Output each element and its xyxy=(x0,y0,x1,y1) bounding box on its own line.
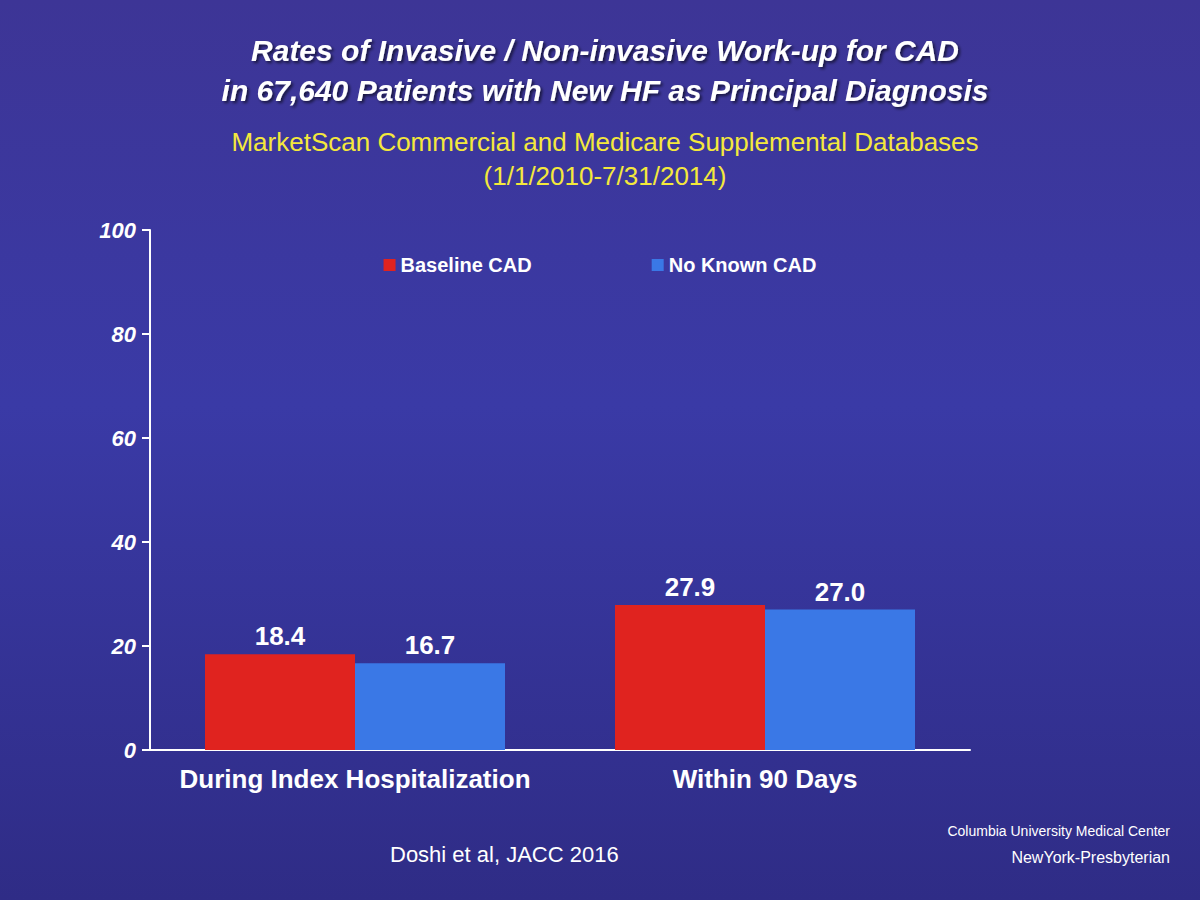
svg-text:Doshi et al, JACC 2016: Doshi et al, JACC 2016 xyxy=(390,842,619,867)
svg-text:During Index Hospitalization: During Index Hospitalization xyxy=(179,764,530,794)
svg-text:Columbia University Medical Ce: Columbia University Medical Center xyxy=(947,823,1170,839)
svg-text:16.7: 16.7 xyxy=(405,630,456,660)
svg-text:MarketScan Commercial and Medi: MarketScan Commercial and Medicare Suppl… xyxy=(231,127,978,157)
svg-text:27.9: 27.9 xyxy=(665,572,716,602)
svg-text:80: 80 xyxy=(112,322,137,347)
svg-text:0: 0 xyxy=(124,738,137,763)
svg-text:Rates of Invasive / Non-invasi: Rates of Invasive / Non-invasive Work-up… xyxy=(251,34,959,67)
svg-text:NewYork-Presbyterian: NewYork-Presbyterian xyxy=(1011,849,1170,866)
svg-text:100: 100 xyxy=(99,218,136,243)
svg-text:No Known CAD: No Known CAD xyxy=(669,254,817,276)
svg-text:(1/1/2010-7/31/2014): (1/1/2010-7/31/2014) xyxy=(484,161,727,191)
svg-text:Within 90 Days: Within 90 Days xyxy=(673,764,858,794)
svg-text:in 67,640 Patients with New HF: in 67,640 Patients with New HF as Princi… xyxy=(222,74,989,107)
svg-text:18.4: 18.4 xyxy=(255,621,306,651)
svg-text:60: 60 xyxy=(112,426,137,451)
svg-text:27.0: 27.0 xyxy=(815,577,866,607)
svg-text:20: 20 xyxy=(111,634,137,659)
svg-text:40: 40 xyxy=(111,530,137,555)
svg-text:Baseline CAD: Baseline CAD xyxy=(401,254,532,276)
